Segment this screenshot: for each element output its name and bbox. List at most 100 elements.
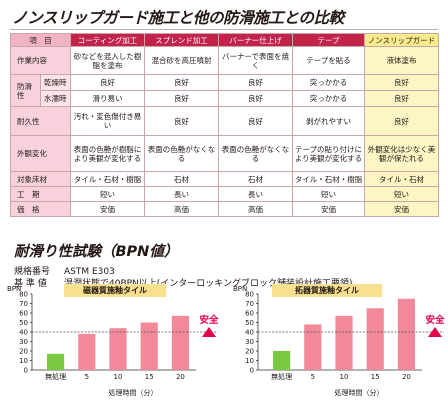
bar (304, 324, 322, 370)
header-burner: バーナー仕上げ (218, 33, 293, 47)
y-axis-label: BPN (233, 285, 248, 293)
table-cell: 剥がれやすい (292, 106, 365, 136)
y-tick-label: 0 (250, 367, 254, 375)
x-tick-label: 20 (402, 373, 411, 381)
table-cell: 良好 (364, 106, 439, 136)
table-cell: 良好 (218, 74, 293, 91)
table-cell: タイル・石材・樹脂 (292, 171, 365, 187)
x-tick-label: 10 (340, 373, 349, 381)
y-tick-label: 40 (19, 329, 28, 337)
table-cell: 短い (292, 186, 365, 202)
table-cell: 長い (218, 186, 293, 202)
x-tick-label: 20 (176, 373, 185, 381)
header-item: 項 目 (10, 33, 71, 47)
header-nonslip-guard: ノンスリップガード (364, 33, 439, 47)
x-tick-label: 15 (371, 373, 380, 381)
table-cell: 突っかかる (292, 90, 365, 107)
table-row: 作業内容 砂などを混入した樹脂を塗布 混合砂を高圧噴射 バーナーで表面を焼く テ… (10, 46, 439, 75)
table-row: 外観変化 表面の色艶が樹脂により美観が変化する 表面の色艶がなくなる 表面の色艶… (10, 135, 439, 172)
x-tick-label: 無処理 (271, 372, 292, 381)
safety-arrow-icon (428, 327, 442, 337)
table-cell: 表面の色艶がなくなる (218, 135, 293, 172)
table-row: 防滑性 乾燥時 良好 良好 良好 突っかかる 良好 (10, 74, 439, 107)
table-cell: タイル・石材 (364, 171, 439, 187)
bar (78, 333, 96, 370)
y-tick-label: 30 (245, 338, 254, 346)
x-tick-label: 10 (114, 373, 123, 381)
standard-line: 基 準 値 湿潤状態で40BPN以上(インターロッキングブロック舗装設計施工要領) (14, 276, 353, 289)
row-label: 耐久性 (10, 106, 71, 136)
table-cell: バーナーで表面を焼く (218, 46, 293, 75)
bar (366, 308, 384, 370)
table-cell: 安価 (292, 201, 365, 217)
table-cell: 高価 (144, 201, 219, 217)
row-sublabel: 乾燥時 (40, 74, 71, 91)
row-label: 対象床材 (10, 171, 71, 187)
table-cell: 汚れ・変色傷付き易い (70, 106, 145, 136)
table-cell: 長い (144, 186, 219, 202)
chart-title: 磁器質施釉タイル (64, 284, 166, 297)
header-tape: テープ (292, 33, 365, 47)
bar (335, 315, 353, 370)
table-cell: 表面の色艶がなくなる (144, 135, 219, 172)
table-cell: 高価 (218, 201, 293, 217)
table-cell: 安価 (70, 201, 145, 217)
chart-title: 拓器質施釉タイル (272, 284, 382, 297)
table-cell: 良好 (218, 90, 293, 107)
y-tick-label: 10 (245, 357, 254, 365)
x-axis-label: 処理時間（分） (108, 389, 158, 397)
section-title: 耐滑り性試験（BPN値） (14, 244, 179, 260)
comparison-table: 項 目 コーティング加工 スプレンド加工 バーナー仕上げ テープ ノンスリップガ… (10, 33, 439, 217)
table-cell: 液体塗布 (364, 46, 439, 75)
page-title: ノンスリップガード施工と他の防滑施工との比較 (12, 9, 344, 27)
header-splend: スプレンド加工 (144, 33, 219, 47)
safety-arrow-icon (202, 327, 216, 337)
table-row: 工 期 短い 長い 長い 短い 短い (10, 186, 439, 202)
table-cell: 混合砂を高圧噴射 (144, 46, 219, 75)
chart-porcelain-tile: BPN 磁器質施釉タイル 0 10 20 30 40 50 60 70 80 無処理 5 10 15 20… (0, 282, 220, 400)
table-cell: 砂などを混入した樹脂を塗布 (70, 46, 145, 75)
safety-label: 安全 (199, 315, 219, 326)
table-cell: 良好 (70, 74, 145, 91)
safety-label: 安全 (425, 315, 445, 326)
y-tick-label: 10 (19, 357, 28, 365)
table-cell: 良好 (218, 106, 293, 136)
bar (109, 328, 127, 370)
table-cell: 良好 (144, 74, 219, 91)
table-cell: テープの貼り付けにより美観が変化する (292, 135, 365, 172)
y-tick-label: 70 (19, 300, 28, 308)
row-label: 作業内容 (10, 46, 71, 75)
bar (140, 322, 158, 370)
x-tick-label: 5 (311, 373, 315, 381)
x-axis-label: 処理時間（分） (334, 389, 384, 397)
table-cell: テープを貼る (292, 46, 365, 75)
table-row: 耐久性 汚れ・変色傷付き易い 良好 良好 剥がれやすい 良好 (10, 106, 439, 136)
table-cell: 短い (70, 186, 145, 202)
table-cell: 安価 (364, 201, 439, 217)
bar (273, 351, 291, 370)
x-tick-label: 15 (145, 373, 154, 381)
row-label: 防滑性 (10, 74, 41, 107)
row-label: 工 期 (10, 186, 71, 202)
x-tick-label: 無処理 (45, 372, 66, 381)
y-tick-label: 50 (19, 319, 28, 327)
y-tick-label: 60 (19, 310, 28, 318)
table-cell: 良好 (364, 74, 439, 91)
header-coating: コーティング加工 (70, 33, 145, 47)
table-cell: 良好 (364, 90, 439, 107)
table-cell: 滑り易い (70, 90, 145, 107)
table-row: 対象床材 タイル・石材・樹脂 石材 石材 タイル・石材・樹脂 タイル・石材 (10, 171, 439, 187)
spec-key: 規格番号 (14, 267, 51, 277)
x-tick-label: 5 (85, 373, 89, 381)
spec-line: 規格番号 ASTM E303 (14, 264, 115, 277)
row-label: 価 格 (10, 201, 71, 217)
table-cell: 良好 (144, 90, 219, 107)
table-cell: 外観変化は少なく美観が保たれる (364, 135, 439, 172)
y-tick-label: 30 (19, 338, 28, 346)
y-tick-label: 20 (19, 348, 28, 356)
table-cell: 表面の色艶が樹脂により美観が変化する (70, 135, 145, 172)
chart-stoneware-tile: BPN 拓器質施釉タイル 0 10 20 30 40 50 60 70 80 無処理 5 10 15 20… (226, 282, 446, 400)
y-tick-label: 50 (245, 319, 254, 327)
